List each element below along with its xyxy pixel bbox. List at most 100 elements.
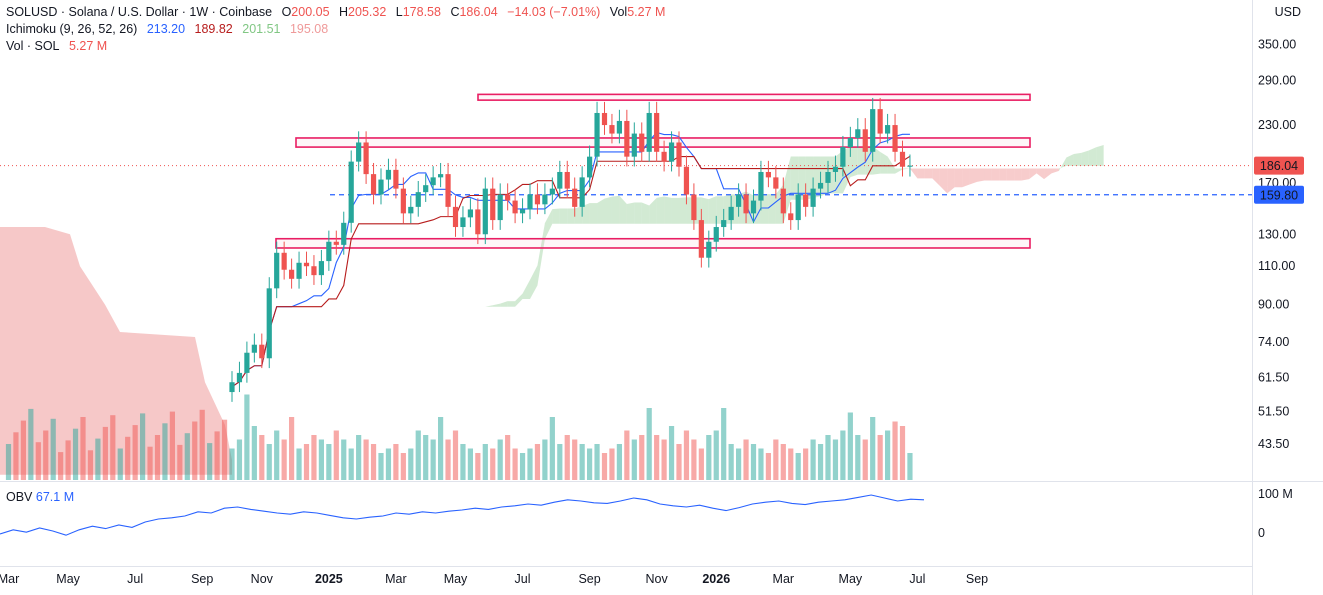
symbol-line: SOLUSD · Solana / U.S. Dollar · 1W · Coi…: [6, 5, 273, 19]
volume-bar: [832, 439, 839, 480]
volume-bar: [132, 425, 138, 480]
volume-bar: [534, 444, 541, 480]
time-tick-label: 2025: [315, 572, 343, 586]
candle-body: [505, 194, 511, 201]
ichimoku-cloud-segment: [857, 147, 866, 175]
volume-bar: [289, 417, 295, 480]
ichimoku-cloud-segment: [1029, 168, 1037, 180]
candle-body: [326, 241, 332, 262]
price-tick-label: 230.00: [1258, 118, 1296, 132]
volume-bar: [326, 444, 332, 480]
volume-bar: [430, 439, 436, 480]
ichimoku-cloud-segment: [1021, 168, 1030, 181]
candle-body: [676, 142, 682, 167]
candle-body: [356, 142, 362, 162]
candle-body: [587, 156, 593, 178]
candle-body: [750, 200, 757, 214]
time-tick-label: Jul: [515, 572, 531, 586]
candle-body: [691, 194, 697, 221]
open-value: 200.05: [291, 5, 330, 19]
obv-legend[interactable]: OBV 67.1 M: [6, 490, 74, 504]
candle-body: [698, 220, 704, 258]
candle-body: [810, 188, 816, 207]
ichimoku-cloud-segment: [1096, 144, 1104, 166]
ichimoku-cloud-segment: [671, 197, 679, 224]
candle-body: [445, 174, 451, 207]
volume-bar: [721, 408, 727, 480]
candle-body: [825, 171, 831, 183]
candle-body: [713, 227, 719, 242]
volume-bar: [281, 439, 287, 480]
ichimoku-cloud-segment: [626, 202, 635, 224]
ichimoku-v3: 201.51: [242, 22, 281, 36]
candle-body: [452, 206, 459, 228]
vol-value: 5.27 M: [627, 5, 666, 19]
ichimoku-cloud-segment: [887, 156, 896, 174]
volume-bar: [438, 417, 444, 480]
volume-bar: [668, 426, 675, 480]
volume-bar: [192, 421, 198, 480]
ichimoku-cloud-segment: [1014, 168, 1022, 181]
volume-bar: [356, 435, 362, 480]
volume-bar: [140, 413, 146, 480]
volume-bar: [512, 448, 518, 480]
candle-body: [490, 188, 496, 221]
volume-bar: [35, 442, 41, 480]
volume-bar: [199, 409, 205, 480]
volume-bar: [452, 430, 459, 480]
ichimoku-cloud-segment: [1051, 168, 1059, 174]
volume-bar: [654, 435, 660, 480]
candle-body: [385, 169, 392, 180]
volume-bar: [482, 444, 488, 480]
ichimoku-cloud-segment: [716, 196, 724, 224]
ichimoku-legend[interactable]: Ichimoku (9, 26, 52, 26) 213.20 189.82 2…: [6, 21, 334, 37]
candle-body: [736, 194, 742, 207]
support-resistance-zone: [275, 237, 1031, 249]
candle-body: [631, 133, 637, 157]
ichimoku-cloud-segment: [559, 208, 568, 224]
volume-bar: [519, 453, 526, 480]
ichimoku-cloud-segment: [1058, 157, 1067, 171]
ichimoku-cloud-segment: [567, 208, 575, 224]
candle-body: [885, 125, 891, 134]
volume-bar: [475, 453, 481, 480]
time-tick-label: May: [839, 572, 863, 586]
volume-bar: [43, 430, 49, 480]
currency-label[interactable]: USD: [1274, 5, 1301, 19]
candle-body: [348, 161, 354, 223]
time-tick-label: Sep: [578, 572, 600, 586]
candle-body: [654, 112, 660, 152]
volume-bar: [795, 453, 801, 480]
obv-value: 67.1 M: [35, 490, 75, 504]
candle-body: [847, 137, 853, 148]
volume-bar: [385, 448, 392, 480]
time-tick-label: 2026: [702, 572, 730, 586]
support-resistance-zone: [295, 137, 1031, 148]
time-tick-label: Nov: [646, 572, 669, 586]
candle-body: [795, 194, 801, 221]
volume-bar: [639, 435, 645, 480]
candle-body: [817, 182, 824, 189]
volume-bar: [601, 453, 608, 480]
volume-bar: [102, 426, 108, 480]
volume-bar: [758, 448, 764, 480]
volume-bar: [303, 444, 310, 480]
ichimoku-cloud-segment: [872, 146, 881, 175]
candle-body: [609, 125, 615, 134]
volume-bar: [117, 448, 123, 480]
ichimoku-cloud-segment: [984, 168, 992, 181]
ichimoku-cloud-segment: [664, 196, 672, 224]
volume-legend[interactable]: Vol · SOL 5.27 M: [6, 38, 113, 54]
volume-bar: [840, 430, 846, 480]
low-label: L178.58: [395, 5, 441, 19]
candle-body: [512, 200, 518, 214]
volume-bar: [847, 412, 853, 480]
candle-body: [266, 288, 272, 359]
volume-bar: [341, 439, 347, 480]
candle-body: [780, 188, 786, 214]
volume-bar: [750, 444, 757, 480]
volume-bar: [400, 453, 406, 480]
ichimoku-cloud-segment: [1006, 168, 1015, 181]
ichimoku-label: Ichimoku (9, 26, 52, 26): [6, 22, 138, 36]
